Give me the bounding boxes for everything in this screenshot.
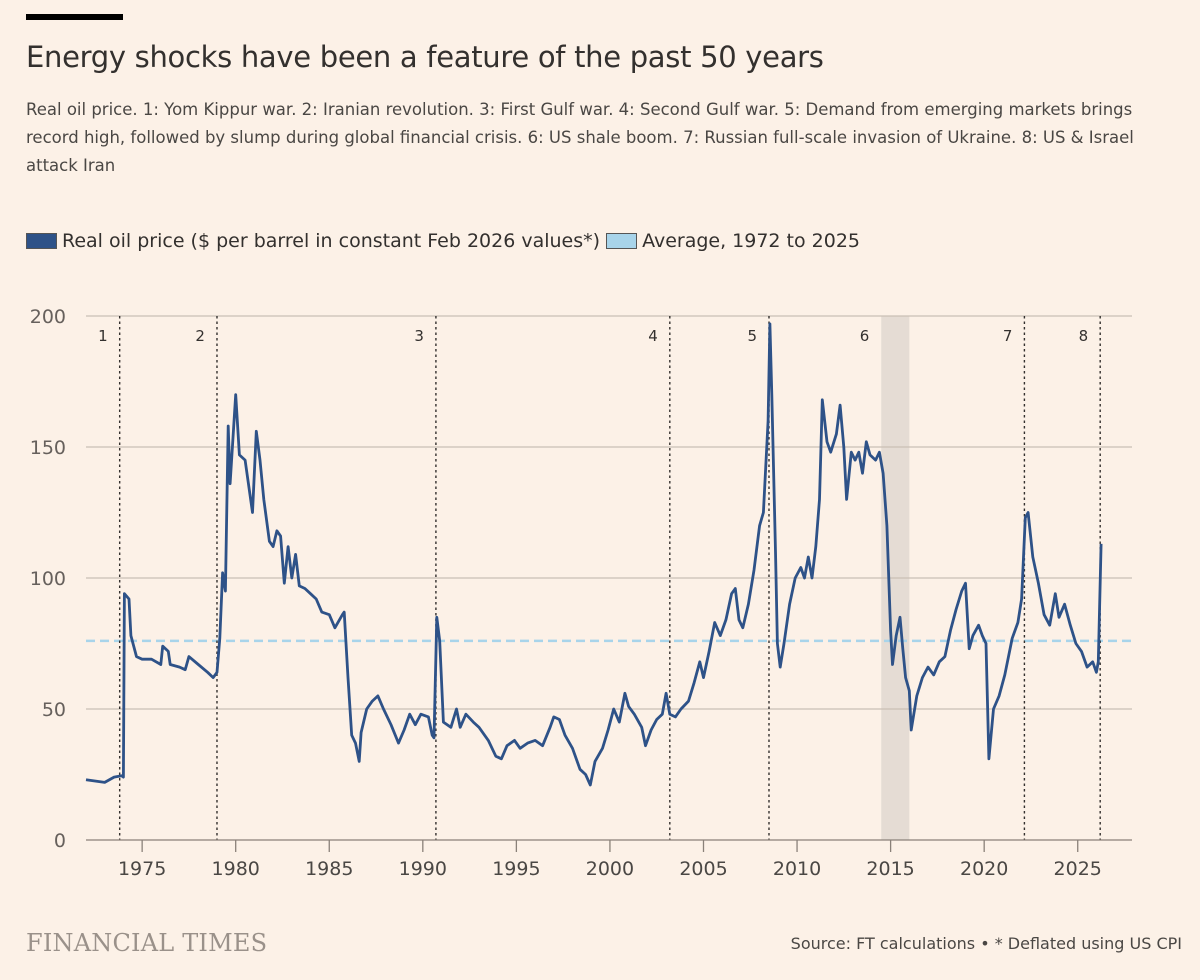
y-tick-label: 100 <box>30 568 66 590</box>
ft-logo: FINANCIAL TIMES <box>26 929 268 957</box>
event-label: 3 <box>414 327 424 345</box>
event-label: 4 <box>648 327 658 345</box>
event-label: 2 <box>195 327 205 345</box>
y-tick-label: 0 <box>54 830 66 852</box>
legend: Real oil price ($ per barrel in constant… <box>26 230 866 252</box>
x-tick-label: 2005 <box>679 858 727 880</box>
x-tick-label: 2000 <box>586 858 634 880</box>
event-label: 7 <box>1003 327 1013 345</box>
x-tick-label: 2015 <box>866 858 914 880</box>
legend-swatch-real-oil-price <box>26 233 57 249</box>
legend-label: Average, 1972 to 2025 <box>642 230 861 252</box>
y-tick-label: 50 <box>42 699 66 721</box>
legend-label: Real oil price ($ per barrel in constant… <box>62 230 601 252</box>
x-tick-label: 2010 <box>773 858 821 880</box>
y-tick-label: 150 <box>30 437 66 459</box>
x-tick-label: 1995 <box>492 858 540 880</box>
y-tick-label: 200 <box>30 306 66 328</box>
x-tick-label: 1985 <box>305 858 353 880</box>
source-note: Source: FT calculations • * Deflated usi… <box>790 934 1182 953</box>
x-tick-label: 2025 <box>1054 858 1102 880</box>
ft-top-rule <box>26 14 123 20</box>
x-tick-label: 1975 <box>118 858 166 880</box>
event-label: 6 <box>860 327 870 345</box>
x-tick-label: 1980 <box>212 858 260 880</box>
chart-title: Energy shocks have been a feature of the… <box>26 40 824 74</box>
series-line-real-oil-price <box>85 322 1103 787</box>
legend-item-average: Average, 1972 to 2025 <box>606 230 860 252</box>
event-label: 8 <box>1079 327 1089 345</box>
x-tick-label: 2020 <box>960 858 1008 880</box>
chart-subtitle: Real oil price. 1: Yom Kippur war. 2: Ir… <box>26 100 1134 175</box>
legend-item-real-oil-price: Real oil price ($ per barrel in constant… <box>26 230 600 252</box>
event-label: 5 <box>747 327 757 345</box>
event-label: 1 <box>98 327 108 345</box>
x-tick-label: 1990 <box>399 858 447 880</box>
legend-swatch-average <box>606 233 638 249</box>
